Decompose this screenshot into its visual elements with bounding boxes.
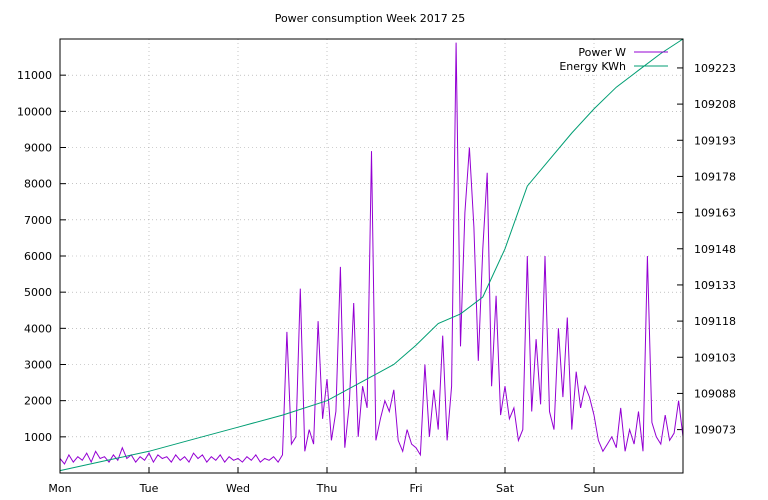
legend-label: Energy KWh — [559, 60, 626, 73]
y-right-tick-label: 109163 — [694, 207, 736, 220]
y-right-tick-label: 109103 — [694, 351, 736, 364]
series-line-power — [59, 42, 684, 465]
y-left-tick-label: 8000 — [24, 178, 52, 191]
axis-ticks: 1000 2000 3000 4000 5000 6000 7000 8000 9000 1000… — [17, 62, 736, 495]
y-right-tick-label: 109193 — [694, 134, 736, 147]
y-left-tick-label: 5000 — [24, 286, 52, 299]
y-right-tick-label: 109118 — [694, 315, 736, 328]
x-tick-label: Thu — [316, 482, 338, 495]
y-left-tick-label: 9000 — [24, 142, 52, 155]
y-right-tick-label: 109208 — [694, 98, 736, 111]
y-right-tick-label: 109073 — [694, 424, 736, 437]
y-right-tick-label: 109223 — [694, 62, 736, 75]
x-tick-label: Mon — [48, 482, 71, 495]
series-group — [59, 38, 684, 472]
x-tick-label: Fri — [409, 482, 422, 495]
y-left-tick-label: 3000 — [24, 359, 52, 372]
y-right-tick-label: 109088 — [694, 387, 736, 400]
legend-label: Power W — [578, 46, 626, 59]
y-left-tick-label: 4000 — [24, 322, 52, 335]
y-left-tick-label: 10000 — [17, 105, 52, 118]
plot-frame — [59, 38, 684, 474]
y-left-tick-label: 6000 — [24, 250, 52, 263]
x-tick-label: Sat — [496, 482, 515, 495]
y-left-tick-label: 1000 — [24, 431, 52, 444]
y-right-tick-label: 109148 — [694, 243, 736, 256]
grid-lines — [60, 39, 683, 473]
series-line-energy — [59, 38, 684, 472]
y-right-tick-label: 109178 — [694, 170, 736, 183]
y-left-tick-label: 11000 — [17, 69, 52, 82]
x-tick-label: Tue — [139, 482, 159, 495]
y-right-tick-label: 109133 — [694, 279, 736, 292]
y-left-tick-label: 2000 — [24, 395, 52, 408]
y-left-tick-label: 7000 — [24, 214, 52, 227]
chart-title: Power consumption Week 2017 25 — [275, 12, 466, 25]
x-tick-label: Sun — [584, 482, 605, 495]
x-tick-label: Wed — [226, 482, 250, 495]
